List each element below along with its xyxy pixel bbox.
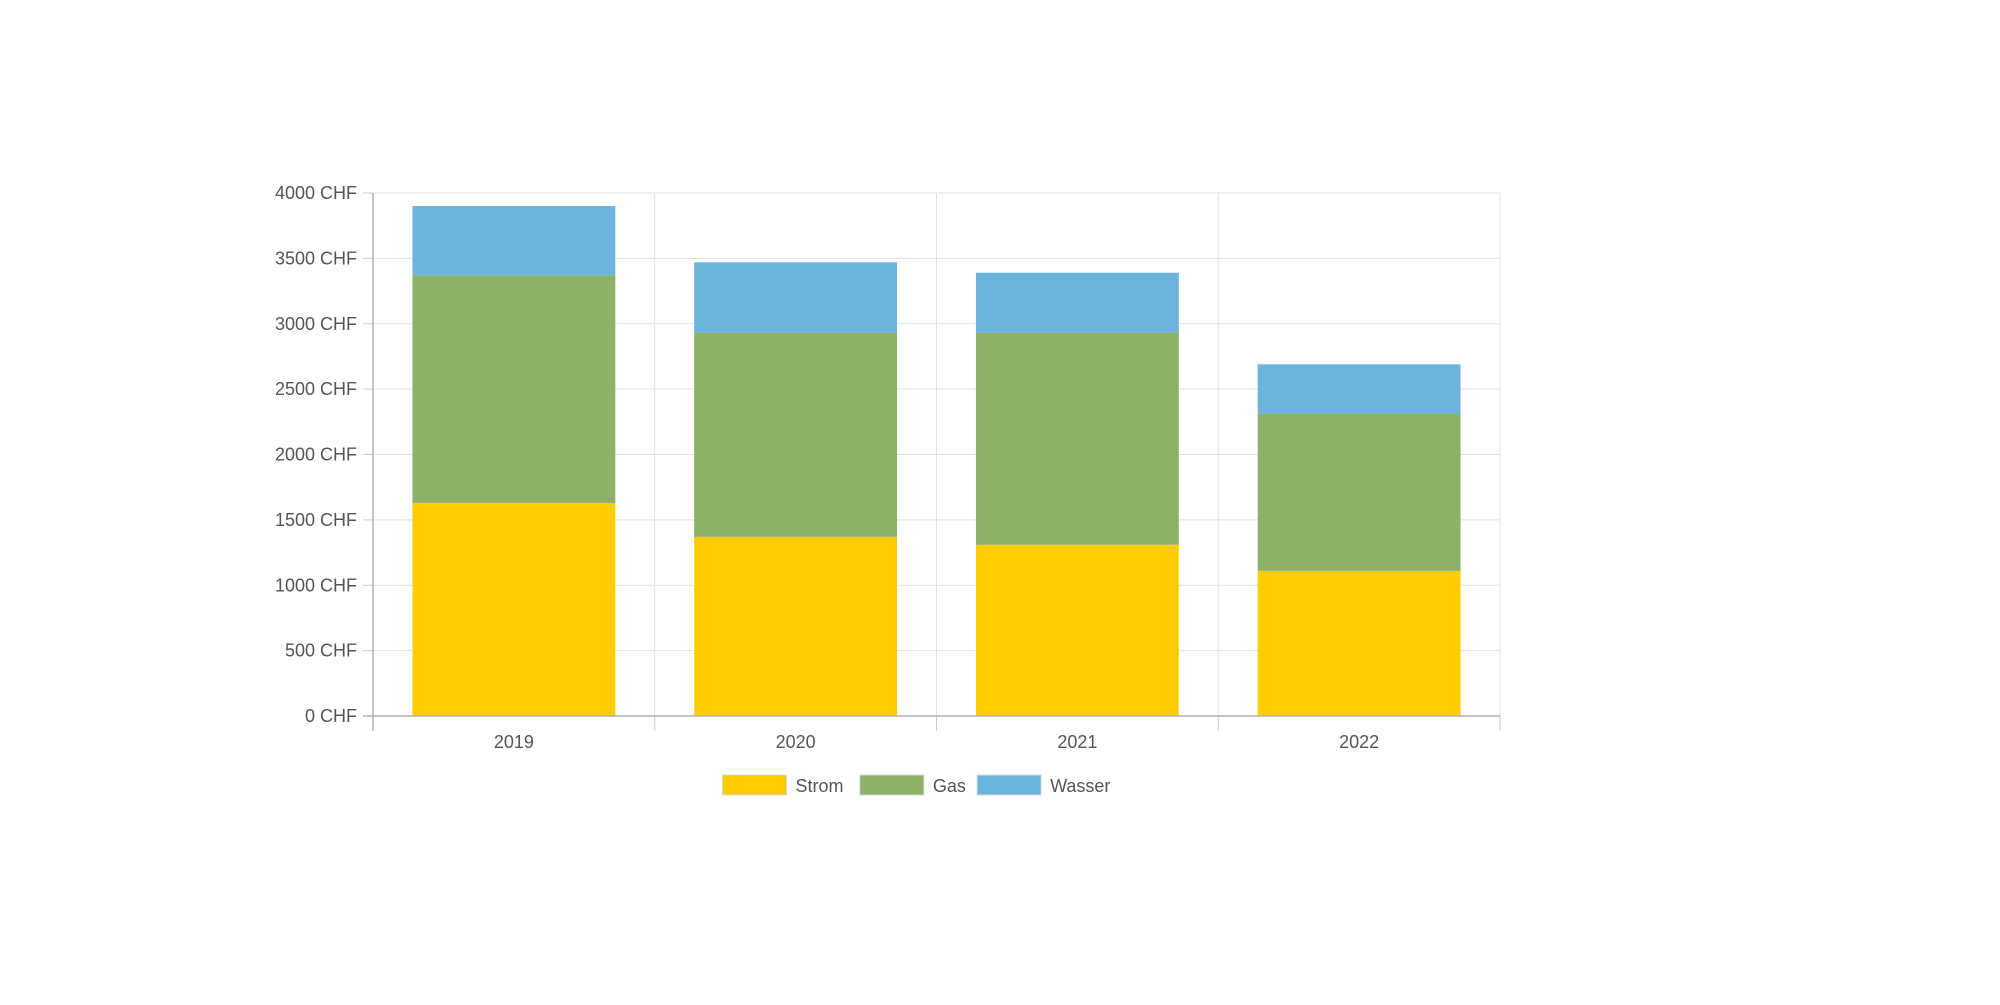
y-tick-label: 2000 CHF: [275, 445, 357, 465]
bars-layer: [412, 206, 1461, 716]
legend-item-strom[interactable]: Strom: [721, 774, 843, 796]
bar-strom-2019[interactable]: [412, 502, 616, 716]
legend[interactable]: Strom Gas Wasser: [721, 774, 1110, 796]
bar-wasser-2021[interactable]: [975, 272, 1179, 333]
legend-label: Strom: [795, 776, 843, 796]
y-tick-label: 4000 CHF: [275, 183, 357, 203]
bar-wasser-2020[interactable]: [694, 262, 898, 333]
bar-strom-2020[interactable]: [694, 536, 898, 716]
bar-gas-2022[interactable]: [1257, 413, 1461, 571]
y-tick-label: 2500 CHF: [275, 379, 357, 399]
y-tick-label: 1000 CHF: [275, 575, 357, 595]
legend-item-wasser[interactable]: Wasser: [976, 774, 1110, 796]
bar-gas-2021[interactable]: [975, 332, 1179, 545]
y-tick-label: 500 CHF: [285, 641, 357, 661]
legend-swatch: [721, 774, 787, 796]
x-tick-label: 2022: [1339, 732, 1379, 752]
bar-gas-2020[interactable]: [694, 332, 898, 537]
legend-swatch: [976, 774, 1042, 796]
bar-gas-2019[interactable]: [412, 275, 616, 503]
bar-strom-2022[interactable]: [1257, 570, 1461, 716]
bar-wasser-2019[interactable]: [412, 206, 616, 276]
bar-wasser-2022[interactable]: [1257, 364, 1461, 414]
x-tick-label: 2019: [494, 732, 534, 752]
legend-swatch: [859, 774, 925, 796]
bar-strom-2021[interactable]: [975, 544, 1179, 716]
y-tick-label: 3500 CHF: [275, 248, 357, 268]
y-tick-label: 1500 CHF: [275, 510, 357, 530]
y-tick-label: 0 CHF: [305, 706, 357, 726]
legend-label: Wasser: [1050, 776, 1110, 796]
x-tick-label: 2021: [1057, 732, 1097, 752]
legend-label: Gas: [933, 776, 966, 796]
y-tick-label: 3000 CHF: [275, 314, 357, 334]
legend-item-gas[interactable]: Gas: [859, 774, 966, 796]
x-tick-label: 2020: [776, 732, 816, 752]
axes-layer: 0 CHF 500 CHF 1000 CHF 1500 CHF 2000 CHF 2500…: [275, 183, 1501, 752]
